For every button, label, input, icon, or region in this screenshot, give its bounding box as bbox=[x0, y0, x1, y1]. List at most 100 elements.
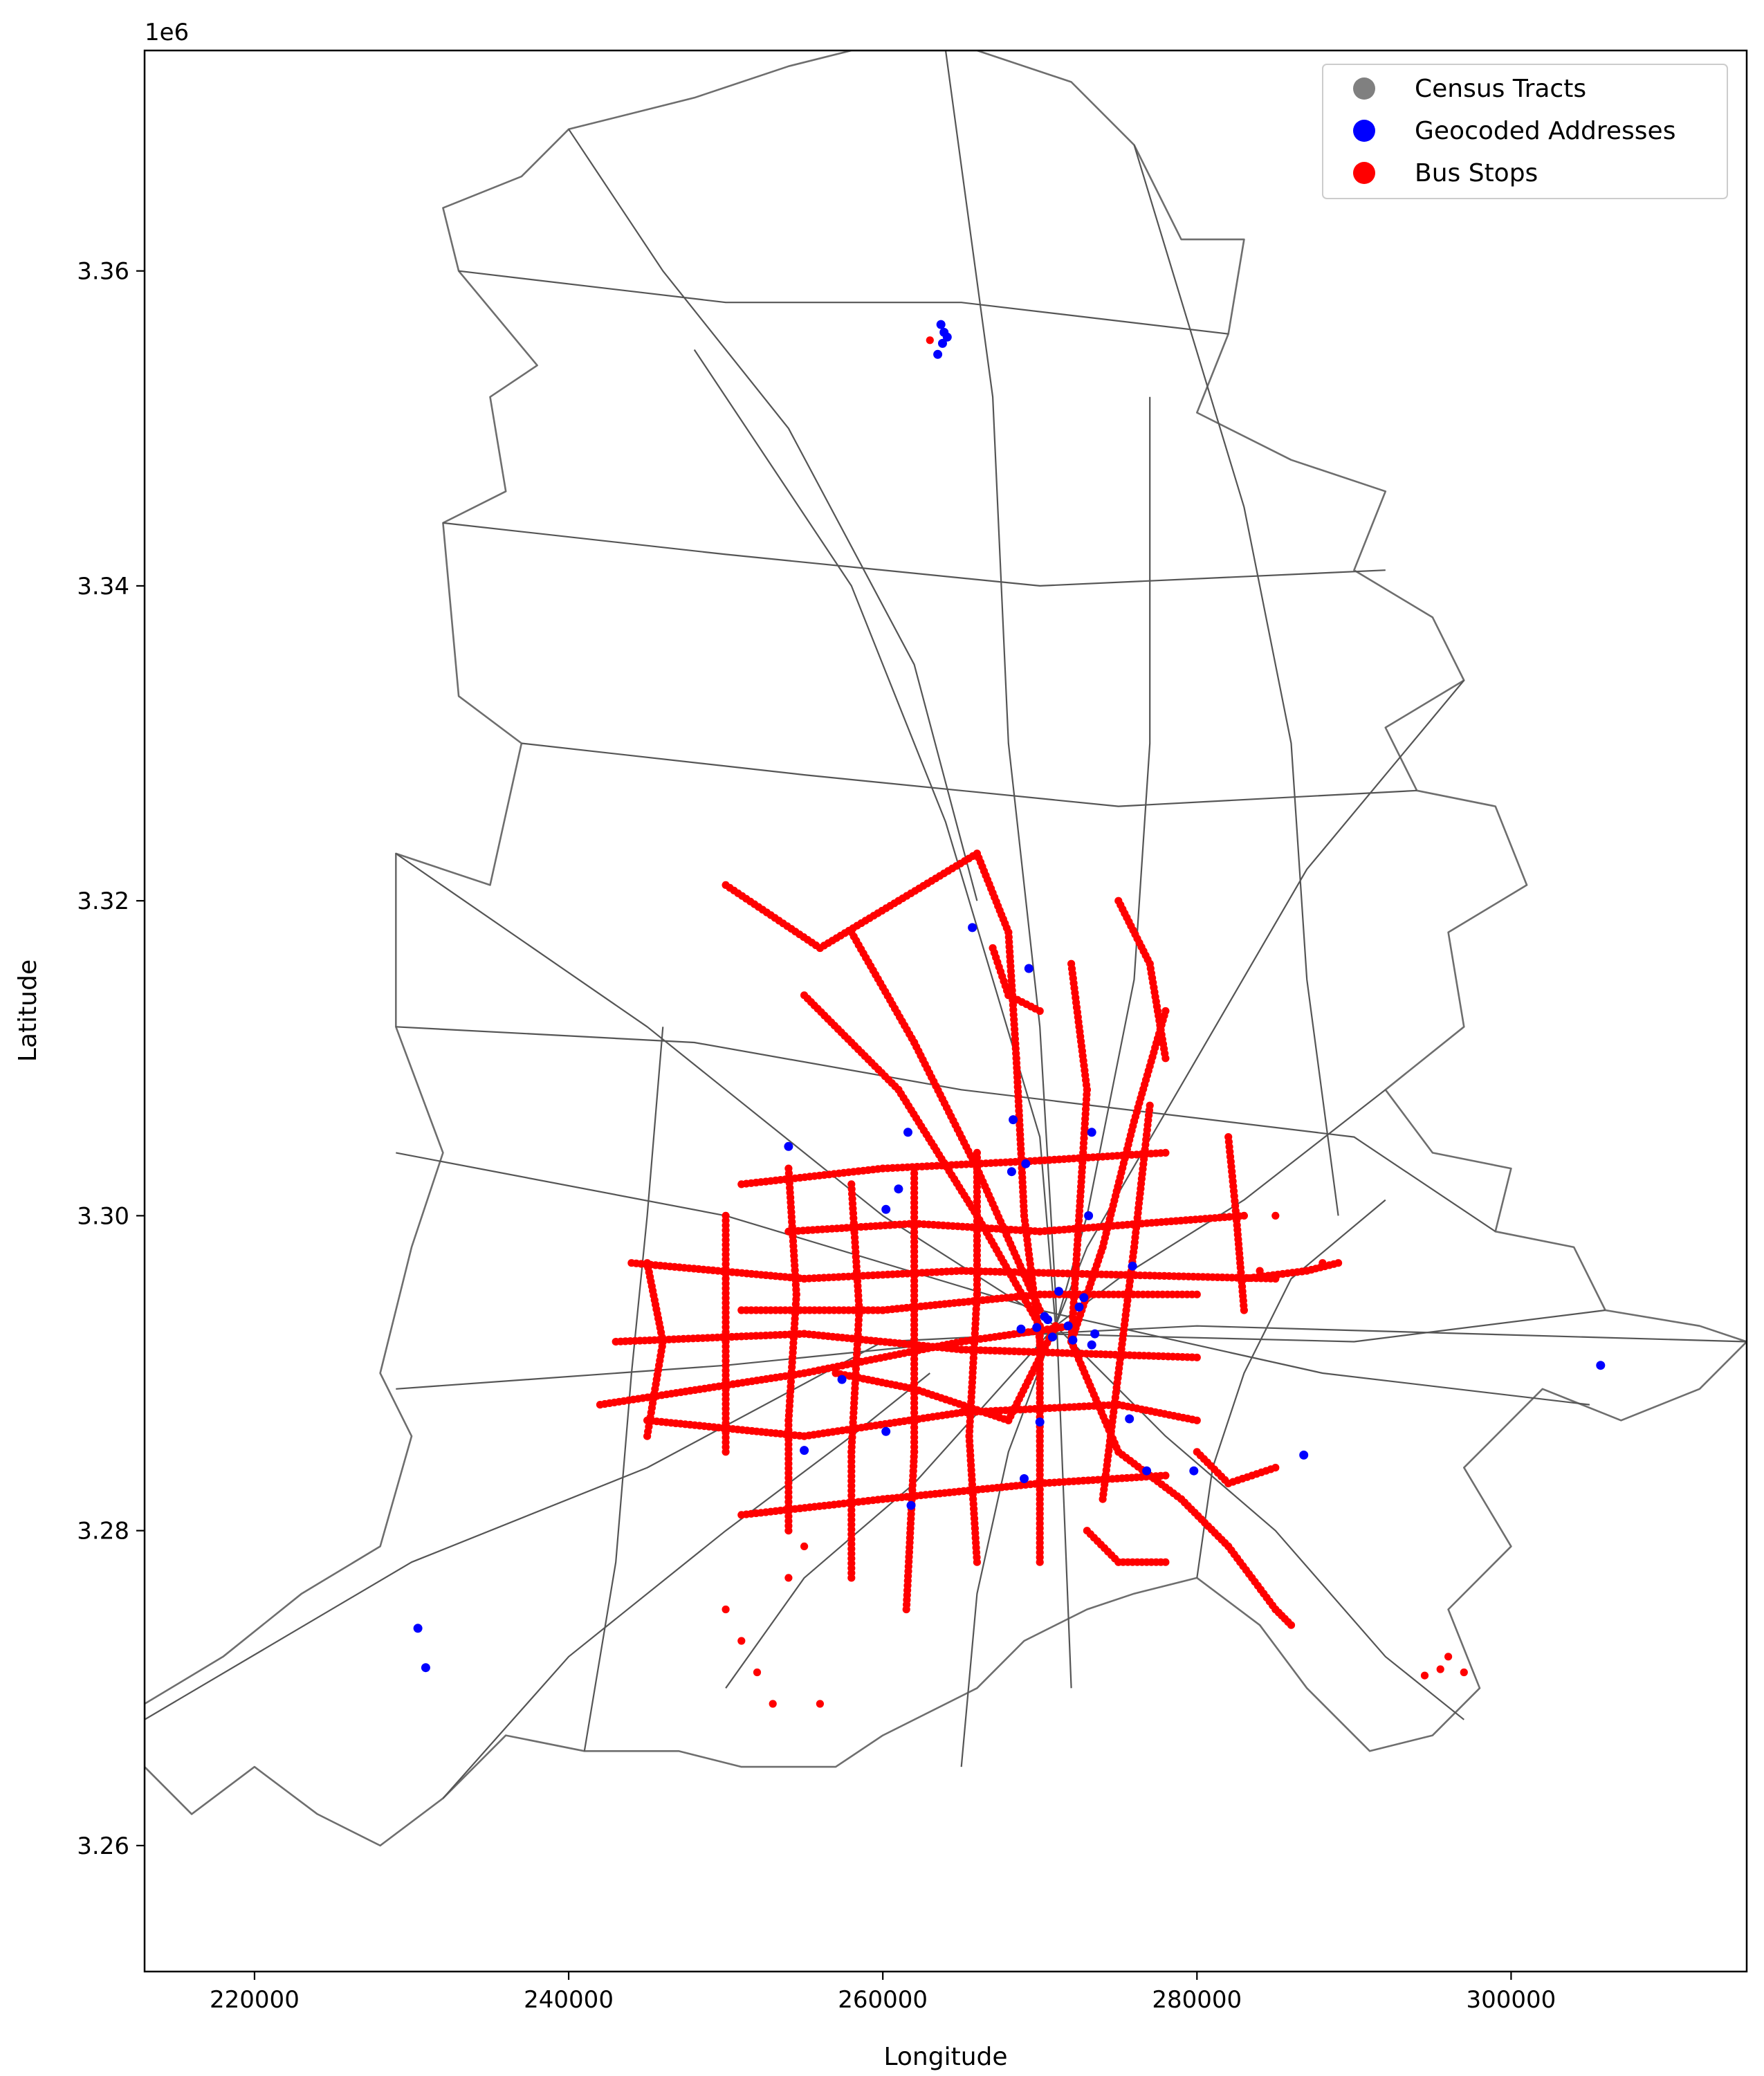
bus-stop-point bbox=[1240, 1211, 1248, 1220]
geocoded-address-point bbox=[968, 923, 977, 933]
geocoded-address-point bbox=[1142, 1466, 1152, 1476]
x-tick-label: 240000 bbox=[524, 1986, 614, 2014]
bus-stop-point bbox=[1099, 1495, 1107, 1503]
x-axis-title: Longitude bbox=[883, 2043, 1007, 2071]
bus-stop-point bbox=[926, 336, 934, 345]
x-tick-label: 260000 bbox=[838, 1986, 928, 2014]
bus-stop-point bbox=[1036, 1007, 1044, 1016]
legend-marker-bus-stops bbox=[1353, 162, 1375, 184]
geocoded-address-point bbox=[1007, 1167, 1016, 1177]
census-tract-boundary bbox=[583, 1027, 664, 1752]
bus-stop-point bbox=[1436, 1665, 1444, 1673]
bus-stops-layer bbox=[596, 336, 1468, 1708]
bus-stop-point bbox=[1161, 1471, 1170, 1480]
bus-stop-point bbox=[1420, 1671, 1429, 1680]
x-tick-label: 280000 bbox=[1152, 1986, 1242, 2014]
bus-stop-point bbox=[1256, 1267, 1264, 1275]
census-tract-boundary bbox=[1133, 145, 1339, 1216]
bus-stop-point bbox=[784, 1574, 793, 1582]
map-layer bbox=[145, 50, 1747, 1847]
bus-stop-point bbox=[753, 1668, 762, 1677]
geocoded-address-point bbox=[413, 1624, 423, 1633]
bus-stop-point bbox=[1460, 1668, 1468, 1677]
bus-stop-point bbox=[816, 1700, 824, 1708]
bus-stop-point bbox=[1271, 1211, 1280, 1220]
geocoded-address-point bbox=[1040, 1312, 1049, 1321]
census-tract-boundary bbox=[396, 1026, 1496, 1233]
geocoded-address-point bbox=[1009, 1115, 1018, 1125]
geocoded-address-point bbox=[881, 1204, 891, 1214]
y-tick-label: 3.32 bbox=[77, 888, 129, 915]
geocoded-address-point bbox=[1024, 964, 1033, 973]
geocoded-address-point bbox=[881, 1426, 891, 1436]
axes-frame bbox=[143, 49, 1748, 1973]
geocoded-address-point bbox=[784, 1141, 793, 1151]
bus-stop-point bbox=[1240, 1306, 1248, 1314]
bus-stop-point bbox=[1334, 1259, 1343, 1267]
x-axis-ticks: 220000 240000 260000 280000 300000 bbox=[210, 1972, 1556, 2014]
geocoded-address-point bbox=[1128, 1261, 1137, 1271]
geocoded-address-point bbox=[1079, 1293, 1089, 1303]
geocoded-address-point bbox=[1087, 1128, 1096, 1137]
geocoded-address-point bbox=[933, 349, 943, 359]
geocoded-address-point bbox=[1084, 1211, 1094, 1220]
bus-stop-point bbox=[1319, 1259, 1327, 1267]
census-tract-boundary bbox=[1055, 1325, 1464, 1720]
legend-marker-geocoded-addresses bbox=[1353, 120, 1375, 142]
legend-label-geocoded-addresses: Geocoded Addresses bbox=[1415, 117, 1675, 145]
y-offset-label: 1e6 bbox=[145, 19, 189, 46]
geocoded-address-point bbox=[1047, 1332, 1057, 1342]
bus-stop-point bbox=[1036, 1558, 1044, 1566]
y-axis-ticks: 3.26 3.28 3.30 3.32 3.34 3.36 bbox=[77, 258, 145, 1860]
geocoded-address-point bbox=[1596, 1361, 1606, 1370]
geocoded-address-point bbox=[1021, 1159, 1031, 1168]
legend-box bbox=[1322, 64, 1728, 199]
bus-stop-point bbox=[1161, 1558, 1170, 1566]
geocoded-address-point bbox=[1299, 1450, 1309, 1460]
geocoded-address-point bbox=[1090, 1329, 1100, 1339]
bus-stop-point bbox=[1161, 1148, 1170, 1157]
census-tract-boundary bbox=[442, 1372, 930, 1799]
bus-stop-point bbox=[1193, 1353, 1201, 1361]
bus-stop-point bbox=[1287, 1621, 1296, 1629]
geocoded-address-point bbox=[938, 338, 947, 348]
bus-stop-point bbox=[1444, 1653, 1453, 1661]
census-tract-boundary bbox=[568, 129, 978, 901]
geocoded-address-point bbox=[936, 320, 946, 329]
geocoded-address-point bbox=[1063, 1321, 1073, 1331]
bus-stop-point bbox=[1193, 1416, 1201, 1424]
bus-stop-point bbox=[1051, 1322, 1060, 1330]
geocoded-address-point bbox=[421, 1663, 430, 1673]
bus-stop-point bbox=[1114, 897, 1123, 905]
y-axis-title: Latitude bbox=[14, 959, 42, 1062]
census-tract-boundary bbox=[458, 270, 1229, 335]
census-tract-boundary bbox=[145, 1325, 1747, 1720]
bus-stop-point bbox=[1193, 1290, 1201, 1298]
bus-stop-point bbox=[769, 1700, 777, 1708]
geocoded-address-point bbox=[1087, 1340, 1096, 1350]
bus-stop-point bbox=[722, 1448, 730, 1456]
geocoded-address-point bbox=[939, 327, 949, 337]
bus-stop-point bbox=[1036, 1306, 1044, 1314]
legend-marker-census-tracts bbox=[1353, 77, 1375, 100]
geocoded-address-point bbox=[1035, 1417, 1045, 1427]
bus-stop-point bbox=[722, 1605, 730, 1614]
bus-stop-point bbox=[973, 1558, 981, 1566]
census-tract-boundary bbox=[1196, 1199, 1386, 1579]
census-tract-boundary bbox=[443, 522, 1386, 587]
bus-stop-point bbox=[800, 1542, 809, 1550]
census-tract-boundary bbox=[725, 1325, 1056, 1689]
geocoded-address-point bbox=[1189, 1466, 1199, 1476]
geocoded-addresses-layer bbox=[413, 320, 1606, 1673]
geocoded-address-point bbox=[800, 1446, 809, 1455]
legend-label-bus-stops: Bus Stops bbox=[1415, 159, 1538, 187]
legend-label-census-tracts: Census Tracts bbox=[1415, 75, 1586, 103]
geocoded-address-point bbox=[1125, 1414, 1134, 1424]
geocoded-address-point bbox=[1020, 1474, 1029, 1483]
x-tick-label: 300000 bbox=[1467, 1986, 1556, 2014]
y-tick-label: 3.34 bbox=[77, 573, 129, 600]
bus-stop-point bbox=[847, 1574, 856, 1582]
census-tract-boundary bbox=[944, 50, 1072, 1689]
